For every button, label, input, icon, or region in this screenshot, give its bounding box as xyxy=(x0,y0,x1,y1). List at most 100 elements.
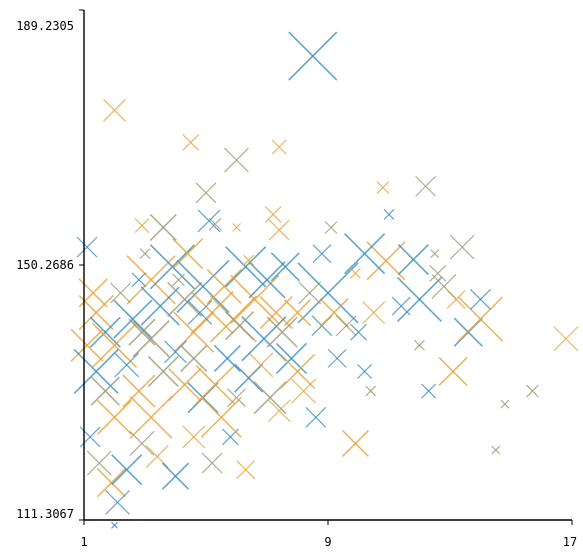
scatter-point xyxy=(446,290,466,309)
scatter-point xyxy=(421,383,437,399)
scatter-point xyxy=(182,425,206,449)
scatter-point xyxy=(91,322,138,368)
scatter-point xyxy=(319,298,349,328)
scatter-point xyxy=(145,445,169,468)
scatter-point xyxy=(324,221,338,234)
scatter-point xyxy=(197,209,221,233)
scatter-point xyxy=(195,364,235,405)
scatter-point xyxy=(224,311,255,341)
scatter-point xyxy=(129,431,155,456)
scatter-point xyxy=(234,363,264,393)
scatter-point xyxy=(132,320,170,358)
scatter-point xyxy=(70,328,104,362)
scatter-point xyxy=(297,262,359,324)
scatter-point xyxy=(96,468,127,498)
scatter-point xyxy=(73,348,119,395)
y-tick-label: 111.3067 xyxy=(16,507,74,521)
scatter-point xyxy=(396,276,443,323)
scatter-point xyxy=(500,399,510,409)
scatter-point xyxy=(279,353,316,390)
scatter-point xyxy=(288,31,338,81)
scatter-point xyxy=(264,205,282,223)
x-tick-label: 1 xyxy=(80,535,87,549)
x-tick-label: 9 xyxy=(324,535,331,549)
scatter-point xyxy=(283,299,312,327)
scatter-point xyxy=(470,289,491,310)
scatter-point xyxy=(350,267,361,279)
scatter-point xyxy=(248,352,274,378)
scatter-point xyxy=(415,175,437,197)
scatter-point xyxy=(270,252,300,282)
scatter-point xyxy=(224,147,249,173)
scatter-point xyxy=(275,342,307,374)
y-tick-label: 150.2686 xyxy=(16,258,74,272)
scatter-point xyxy=(553,326,579,352)
scatter-point xyxy=(268,219,290,241)
scatter-point xyxy=(167,281,203,318)
scatter-point xyxy=(129,395,173,439)
scatter-point xyxy=(149,244,196,290)
scatter-point xyxy=(161,462,190,490)
scatter-point xyxy=(365,385,377,397)
y-tick-label: 189.2305 xyxy=(16,19,74,33)
scatter-point xyxy=(139,248,151,260)
scatter-point xyxy=(312,244,332,264)
scatter-point xyxy=(173,311,215,353)
chart-ticks: 1 9 17 111.3067 150.2686 189.2305 xyxy=(16,9,577,549)
chart-axes xyxy=(83,10,572,521)
scatter-point xyxy=(182,133,200,151)
scatter-point xyxy=(201,452,223,474)
scatter-point xyxy=(327,348,347,368)
scatter-point xyxy=(113,299,153,339)
scatter-point xyxy=(225,246,267,288)
scatter-point xyxy=(131,272,147,288)
scatter-point xyxy=(149,213,177,242)
scatter-point xyxy=(208,217,222,231)
scatter-point xyxy=(491,445,501,455)
scatter-point xyxy=(350,323,367,341)
scatter-point xyxy=(79,426,101,448)
scatter-point xyxy=(236,460,256,480)
scatter-point xyxy=(267,399,291,423)
scatter-point xyxy=(180,344,208,372)
scatter-point xyxy=(122,374,156,408)
scatter-point xyxy=(414,339,425,351)
scatter-point xyxy=(253,381,287,415)
scatter-point xyxy=(431,273,457,299)
scatter-point xyxy=(200,396,242,438)
scatter-point xyxy=(96,399,133,435)
scatter-point xyxy=(525,384,539,398)
x-tick-label: 17 xyxy=(563,535,577,549)
scatter-point xyxy=(126,255,176,305)
scatter-point xyxy=(397,243,429,276)
scatter-point xyxy=(376,181,390,194)
scatter-point xyxy=(248,261,286,299)
scatter-point xyxy=(76,236,98,258)
scatter-point xyxy=(195,182,217,204)
scatter-point xyxy=(187,300,213,325)
scatter-point xyxy=(78,295,114,331)
scatter-point xyxy=(335,315,357,337)
scatter-point xyxy=(298,281,322,305)
scatter-point xyxy=(291,378,317,404)
scatter-point xyxy=(168,367,202,402)
scatter-point xyxy=(105,489,130,515)
scatter-point xyxy=(241,316,287,362)
scatter-point xyxy=(305,406,327,428)
scatter-point xyxy=(457,296,504,342)
scatter-point xyxy=(89,316,121,348)
scatter-point xyxy=(111,521,118,529)
scatter-point xyxy=(344,233,386,275)
scatter-point xyxy=(103,98,126,122)
scatter-point xyxy=(172,273,185,287)
scatter-point xyxy=(266,316,298,348)
scatter-point xyxy=(383,208,395,220)
scatter-point xyxy=(147,355,179,388)
scatter-point xyxy=(449,234,475,260)
scatter-point xyxy=(227,388,246,408)
scatter-point xyxy=(213,344,241,372)
scatter-point xyxy=(128,318,156,346)
scatter-point xyxy=(430,249,440,259)
scatter-point xyxy=(114,352,140,378)
